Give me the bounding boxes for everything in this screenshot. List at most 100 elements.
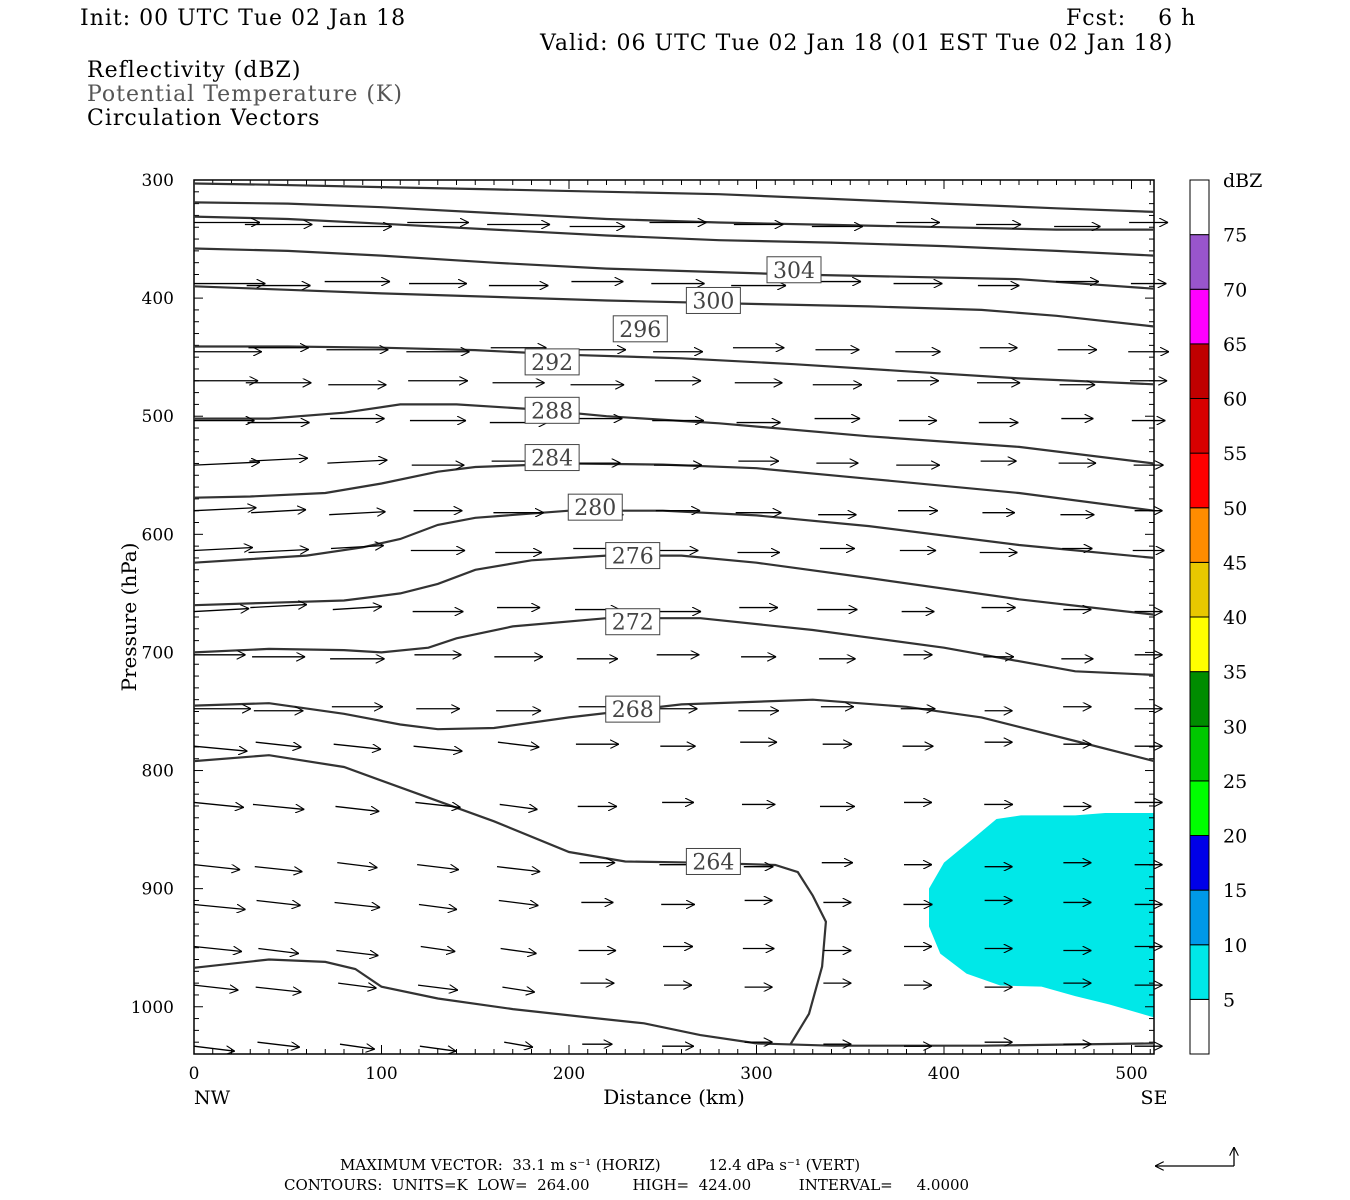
- circulation-vector: [504, 1042, 533, 1047]
- colorbar-tick-label: 10: [1223, 935, 1247, 957]
- circulation-vector: [330, 545, 384, 548]
- contour-label: 300: [692, 289, 734, 314]
- theta-contour: [193, 182, 1155, 213]
- theta-contour: [193, 201, 1154, 231]
- colorbar-bin: [1189, 507, 1210, 563]
- circulation-vector: [193, 609, 249, 612]
- circulation-vector: [420, 947, 456, 952]
- circulation-vector: [193, 864, 240, 870]
- colorbar-tick-label: 40: [1223, 607, 1247, 629]
- circulation-vector: [248, 549, 308, 552]
- circulation-vector: [256, 899, 301, 905]
- footer-contours: CONTOURS: UNITS=K LOW= 264.00 HIGH= 424.…: [284, 1176, 970, 1194]
- contour-label-box: [605, 608, 661, 636]
- x-tick-label: 200: [553, 1064, 585, 1084]
- legend-theta: Potential Temperature (K): [87, 82, 403, 107]
- theta-contour: [193, 215, 1155, 257]
- colorbar-tick-label: 5: [1223, 989, 1235, 1011]
- theta-contour: [194, 345, 1155, 386]
- contour-label: 280: [574, 496, 616, 521]
- circulation-vector: [193, 508, 256, 511]
- theta-contour: [193, 617, 1155, 676]
- colorbar-bin: [1189, 835, 1210, 891]
- circulation-vector: [415, 801, 460, 807]
- colorbar-tick-label: 60: [1223, 389, 1247, 411]
- circulation-vector: [500, 949, 537, 954]
- colorbar-unit-label: dBZ: [1223, 170, 1262, 192]
- contour-label: 276: [612, 545, 654, 570]
- contour-label: 288: [531, 399, 573, 424]
- circulation-vector: [327, 460, 387, 463]
- contour-label-box: [685, 286, 741, 314]
- y-axis-label: Pressure (hPa): [117, 543, 141, 692]
- y-tick-label: 500: [142, 407, 174, 427]
- circulation-vector: [329, 512, 385, 515]
- colorbar-tick-label: 75: [1223, 225, 1247, 247]
- theta-contour: [193, 285, 1155, 328]
- colorbar-bin: [1189, 561, 1210, 618]
- theta-contour: [193, 247, 1155, 290]
- circulation-vector: [498, 899, 539, 905]
- colorbar-bin: [1189, 398, 1210, 454]
- contour-label: 264: [692, 850, 734, 875]
- contour-label: 296: [619, 318, 661, 343]
- contour-label-box: [605, 695, 661, 723]
- circulation-vector: [333, 743, 381, 749]
- circulation-vector: [255, 986, 302, 992]
- circulation-vector: [193, 903, 246, 909]
- colorbar-bin: [1189, 780, 1210, 836]
- header-init: Init: 00 UTC Tue 02 Jan 18: [80, 6, 407, 31]
- circulation-vector: [193, 462, 260, 465]
- colorbar-tick-label: 65: [1223, 334, 1247, 356]
- theta-contour: [193, 698, 1155, 763]
- theta-contour: [194, 403, 1155, 465]
- circulation-vector: [334, 901, 381, 907]
- circulation-vector: [252, 803, 304, 809]
- legend-reflectivity: Reflectivity (dBZ): [87, 58, 302, 83]
- colorbar-tick-label: 20: [1223, 826, 1247, 848]
- contour-label: 268: [612, 698, 654, 723]
- x-tick-label: 500: [1115, 1064, 1147, 1084]
- colorbar-tick-label: 70: [1223, 279, 1247, 301]
- colorbar-bin: [1189, 889, 1210, 946]
- x-tick-label: 300: [740, 1064, 772, 1084]
- circulation-vector: [497, 741, 539, 747]
- contour-label: 304: [773, 259, 815, 284]
- circulation-vector: [250, 605, 307, 608]
- footer-max-vector: MAXIMUM VECTOR: 33.1 m s⁻¹ (HORIZ) 12.4 …: [340, 1156, 861, 1174]
- circulation-vector: [258, 947, 299, 954]
- header-valid: Valid: 06 UTC Tue 02 Jan 18 (01 EST Tue …: [540, 31, 1174, 56]
- y-tick-label: 700: [142, 643, 174, 663]
- contour-label-box: [524, 396, 580, 424]
- colorbar-bin: [1189, 725, 1210, 782]
- circulation-vector: [257, 1041, 299, 1047]
- colorbar-bin: [1189, 616, 1210, 673]
- circulation-vector: [193, 801, 244, 807]
- y-tick-label: 300: [142, 171, 174, 191]
- legend-vectors: Circulation Vectors: [87, 106, 321, 131]
- theta-contour: [193, 509, 1155, 564]
- circulation-vector: [332, 607, 382, 610]
- theta-contour: [193, 754, 828, 1046]
- colorbar-bin-below-5: [1189, 998, 1210, 1055]
- y-tick-label: 900: [142, 880, 174, 900]
- colorbar-bin: [1189, 179, 1210, 236]
- circulation-vector: [417, 984, 458, 990]
- x-tick-label: 100: [365, 1064, 397, 1084]
- circulation-vector: [193, 945, 242, 952]
- contour-label-box: [524, 444, 580, 472]
- circulation-vector: [193, 547, 253, 550]
- circulation-vector: [336, 949, 378, 956]
- contour-label: 272: [612, 611, 654, 636]
- circulation-vector: [254, 866, 303, 872]
- theta-contour: [193, 462, 1155, 512]
- circulation-vector: [417, 864, 459, 870]
- x-axis-label: Distance (km): [603, 1085, 745, 1109]
- colorbar-tick-label: 50: [1223, 498, 1247, 520]
- reflectivity-5dbz-area: [929, 813, 1154, 1018]
- colorbar-tick-label: 25: [1223, 771, 1247, 793]
- circulation-vector: [335, 805, 379, 811]
- circulation-vector: [419, 1046, 456, 1051]
- colorbar-bin: [1189, 671, 1210, 727]
